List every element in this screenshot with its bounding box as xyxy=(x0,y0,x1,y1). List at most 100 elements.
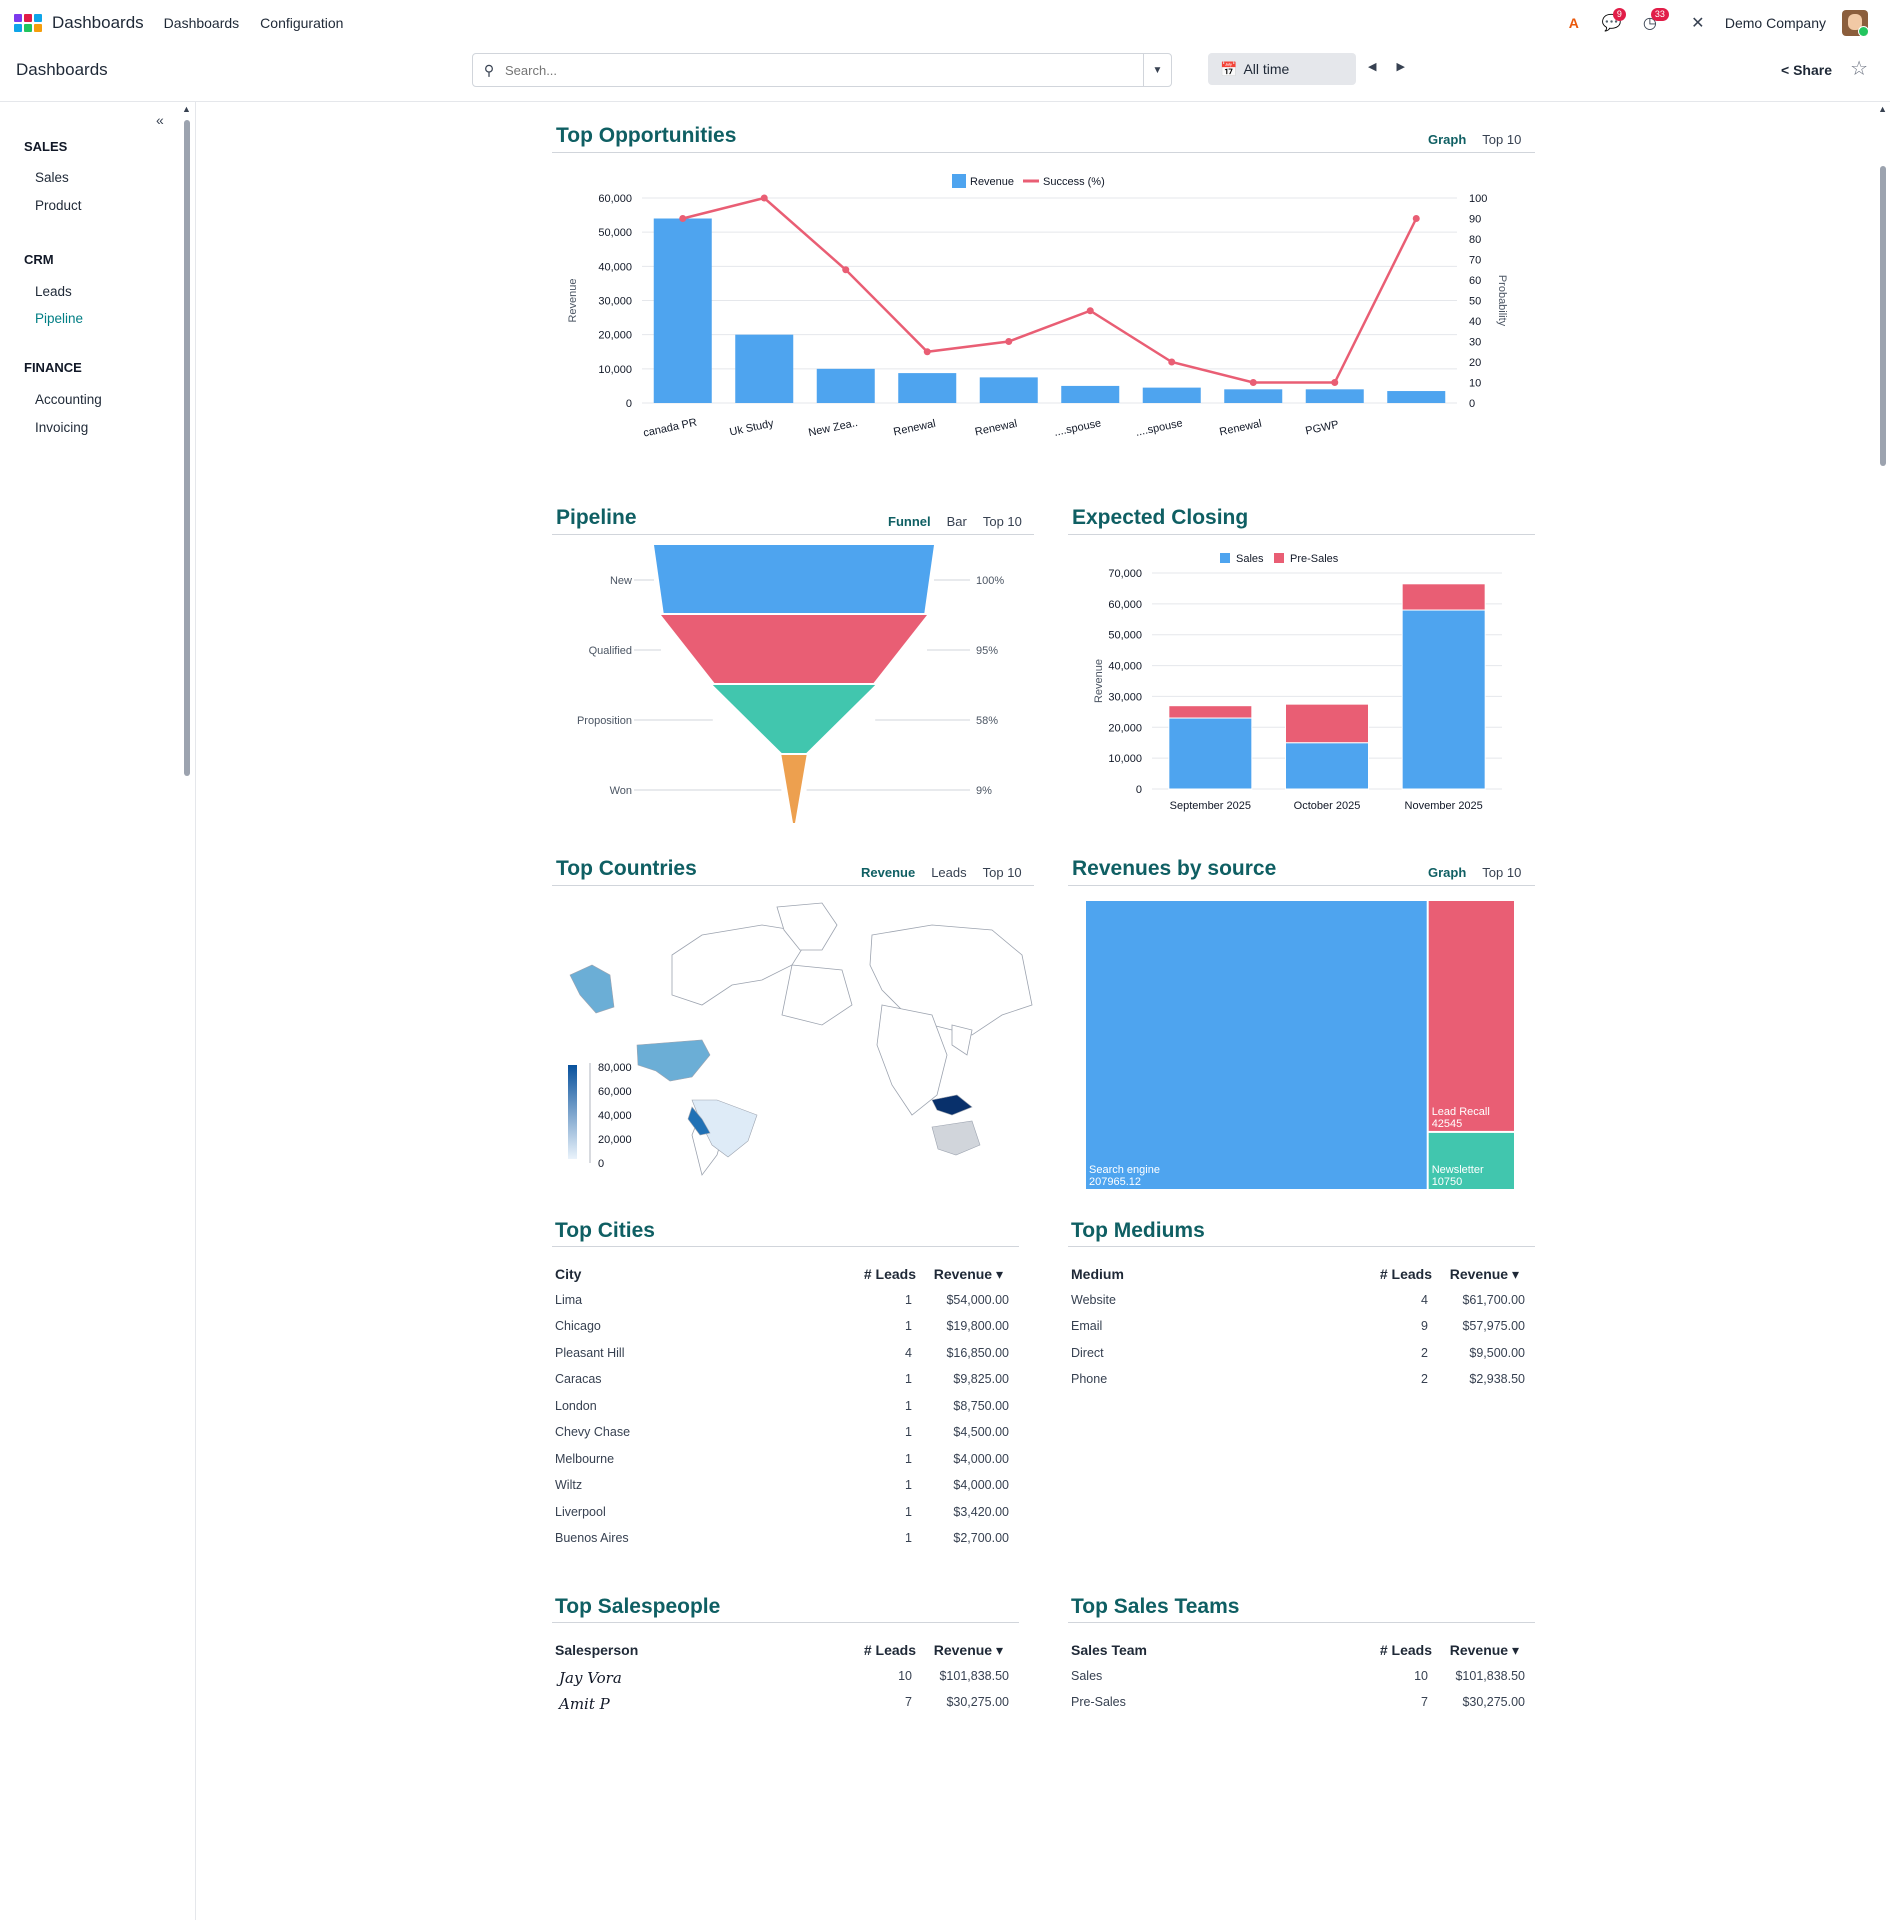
x-tick-label: ....spouse xyxy=(1053,417,1102,439)
top10-link[interactable]: Top 10 xyxy=(1482,865,1522,880)
table-row[interactable]: Buenos Aires 1 $2,700.00 xyxy=(555,1531,1015,1558)
column-header-sorted[interactable]: Revenue ▾ xyxy=(1449,1266,1519,1282)
funnel-segment xyxy=(661,615,927,683)
presales-bar xyxy=(1285,703,1369,744)
company-switcher[interactable]: Demo Company xyxy=(1724,15,1826,31)
color-scale-tick: 20,000 xyxy=(598,1134,632,1146)
sidebar-item-sales[interactable]: Sales xyxy=(35,170,69,185)
table-row[interactable]: Chevy Chase 1 $4,500.00 xyxy=(555,1425,1015,1452)
leads-link[interactable]: Leads xyxy=(931,865,967,880)
country-alaska[interactable] xyxy=(569,964,615,1014)
y2-tick-label: 10 xyxy=(1469,378,1481,390)
country-peru[interactable] xyxy=(687,1106,711,1136)
share-button[interactable]: < Share xyxy=(1781,62,1832,78)
table-row[interactable]: Lima 1 $54,000.00 xyxy=(555,1293,1015,1320)
treemap-tile-value: 10750 xyxy=(1432,1176,1463,1188)
chat-icon[interactable]: 💬 9 xyxy=(1601,8,1626,34)
treemap-tile-value: 42545 xyxy=(1432,1118,1463,1130)
card-divider xyxy=(552,1246,1019,1247)
graph-link[interactable]: Graph xyxy=(1428,865,1467,880)
collapse-sidebar-icon[interactable]: « xyxy=(156,112,164,128)
x-tick-label: November 2025 xyxy=(1405,800,1483,812)
column-header[interactable]: Sales Team xyxy=(1071,1642,1148,1658)
funnel-link[interactable]: Funnel xyxy=(888,514,931,529)
sidebar-item-invoicing[interactable]: Invoicing xyxy=(35,420,89,435)
table-row[interactable]: Website 4 $61,700.00 xyxy=(1071,1293,1531,1320)
country-australia[interactable] xyxy=(931,1120,981,1156)
dashboards-app-icon[interactable] xyxy=(14,14,42,32)
success-point xyxy=(1005,338,1013,345)
table-row[interactable]: Pre-Sales 7 $30,275.00 xyxy=(1071,1695,1531,1722)
legend-swatch-presales xyxy=(1274,553,1284,563)
scroll-up-icon[interactable]: ▲ xyxy=(182,104,191,114)
column-header[interactable]: City xyxy=(555,1266,582,1282)
column-header[interactable]: # Leads xyxy=(1379,1266,1432,1282)
graph-link[interactable]: Graph xyxy=(1428,132,1467,147)
next-period-icon[interactable]: ▶ xyxy=(1396,61,1405,73)
table-row[interactable]: London 1 $8,750.00 xyxy=(555,1399,1015,1426)
y-tick-label: 60,000 xyxy=(1108,599,1142,611)
column-header-sorted[interactable]: Revenue ▾ xyxy=(933,1642,1003,1658)
table-row[interactable]: Caracas 1 $9,825.00 xyxy=(555,1372,1015,1399)
top10-link[interactable]: Top 10 xyxy=(1482,132,1522,147)
top10-link[interactable]: Top 10 xyxy=(982,865,1022,880)
funnel-stage-label: Qualified xyxy=(589,645,632,657)
main-scroll-up-icon[interactable]: ▲ xyxy=(1878,104,1887,114)
favorite-star-icon[interactable]: ☆ xyxy=(1850,58,1868,80)
revenue-link[interactable]: Revenue xyxy=(861,865,916,880)
search-options-toggle[interactable]: ▼ xyxy=(1143,54,1171,86)
column-header-sorted[interactable]: Revenue ▾ xyxy=(1449,1642,1519,1658)
column-header[interactable]: Salesperson xyxy=(555,1642,639,1658)
sidebar-scrollbar[interactable] xyxy=(184,120,190,776)
table-row[interactable]: Sales 10 $101,838.50 xyxy=(1071,1669,1531,1696)
color-scale-tick: 40,000 xyxy=(598,1110,632,1122)
sidebar-item-leads[interactable]: Leads xyxy=(35,284,72,299)
table-row[interactable]: Chicago 1 $19,800.00 xyxy=(555,1319,1015,1346)
card-divider xyxy=(1068,534,1535,535)
y-tick-label: 0 xyxy=(626,398,632,410)
column-header[interactable]: # Leads xyxy=(863,1266,916,1282)
table-row[interactable]: Melbourne 1 $4,000.00 xyxy=(555,1452,1015,1479)
table-cell: Amit P xyxy=(559,1695,610,1713)
debug-tools-icon[interactable]: ✕ xyxy=(1691,15,1705,32)
column-header-sorted[interactable]: Revenue ▾ xyxy=(933,1266,1003,1282)
funnel-stage-label: New xyxy=(610,575,632,587)
table-cell: Website xyxy=(1071,1292,1116,1307)
table-row[interactable]: Wiltz 1 $4,000.00 xyxy=(555,1478,1015,1505)
table-row[interactable]: Amit P 7 $30,275.00 xyxy=(555,1695,1015,1722)
top10-link[interactable]: Top 10 xyxy=(982,514,1022,529)
sidebar-item-accounting[interactable]: Accounting xyxy=(35,392,102,407)
table-row[interactable]: Phone 2 $2,938.50 xyxy=(1071,1372,1531,1399)
column-header[interactable]: # Leads xyxy=(863,1642,916,1658)
sales-bar xyxy=(1401,609,1486,790)
table-cell: Chevy Chase xyxy=(555,1425,631,1439)
country-united-states[interactable] xyxy=(636,1039,711,1082)
previous-period-icon[interactable]: ◀ xyxy=(1368,61,1377,73)
column-header[interactable]: # Leads xyxy=(1379,1642,1432,1658)
period-selector[interactable]: 📅 All time xyxy=(1208,53,1356,85)
treemap-tile-label: Newsletter xyxy=(1432,1164,1484,1176)
ai-assistant-icon[interactable]: A xyxy=(1568,15,1579,31)
x-tick-label: Renewal xyxy=(974,418,1018,439)
country-indonesia[interactable] xyxy=(931,1094,973,1116)
menu-configuration[interactable]: Configuration xyxy=(260,15,344,31)
table-row[interactable]: Liverpool 1 $3,420.00 xyxy=(555,1505,1015,1532)
sidebar-item-pipeline[interactable]: Pipeline xyxy=(35,311,84,326)
table-row[interactable]: Direct 2 $9,500.00 xyxy=(1071,1346,1531,1373)
revenue-bar xyxy=(979,377,1038,403)
main-scrollbar[interactable] xyxy=(1880,166,1886,466)
card-divider xyxy=(552,885,1034,886)
table-row[interactable]: Email 9 $57,975.00 xyxy=(1071,1319,1531,1346)
user-avatar[interactable] xyxy=(1842,10,1868,36)
menu-dashboards[interactable]: Dashboards xyxy=(163,15,240,31)
sidebar-item-product[interactable]: Product xyxy=(35,198,82,213)
activity-clock-icon[interactable]: ◷ 33 xyxy=(1639,8,1669,34)
table-row[interactable]: Jay Vora 10 $101,838.50 xyxy=(555,1669,1015,1696)
app-name[interactable]: Dashboards xyxy=(52,13,144,32)
y2-tick-label: 70 xyxy=(1469,255,1481,267)
column-header[interactable]: Medium xyxy=(1071,1266,1124,1282)
bar-link[interactable]: Bar xyxy=(946,514,967,529)
table-row[interactable]: Pleasant Hill 4 $16,850.00 xyxy=(555,1346,1015,1373)
x-tick-label: Uk Study xyxy=(729,417,776,438)
search-input[interactable] xyxy=(505,55,1143,85)
